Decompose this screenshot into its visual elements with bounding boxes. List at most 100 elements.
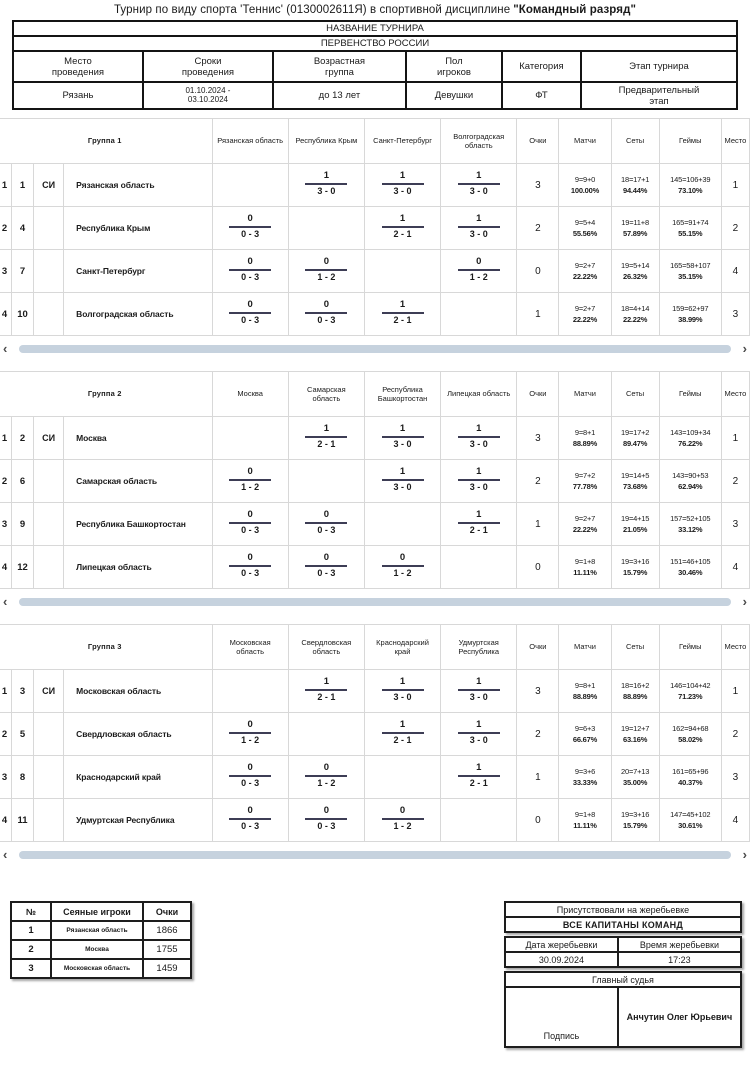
bottom-section: № Сеяные игроки Очки 1 Рязанская область… (0, 901, 750, 1051)
match-win-flag: 0 (305, 509, 348, 525)
opponent-column-header: Рязанская область (211, 118, 289, 164)
match-score: 1 - 2 (241, 482, 260, 493)
scrollbar-thumb[interactable] (19, 598, 731, 606)
scroll-left-icon[interactable]: ‹ (3, 341, 8, 356)
points-value: 3 (516, 163, 560, 207)
judge-title: Главный судья (504, 971, 742, 988)
match-win-flag: 1 (381, 676, 424, 692)
stat-percent: 100.00% (570, 186, 600, 195)
match-score: 0 - 3 (241, 778, 260, 789)
scrollbar-thumb[interactable] (19, 345, 731, 353)
sets-stat: 19=4+15 21.05% (610, 502, 660, 546)
games-stat: 161=65+96 40.37% (658, 755, 722, 799)
match-score: 1 - 2 (317, 778, 336, 789)
match-score: 0 - 3 (241, 315, 260, 326)
team-name: Москва (63, 416, 213, 460)
scrollbar-track[interactable] (19, 598, 731, 606)
matches-stat: 9=2+7 22.22% (558, 249, 612, 293)
match-cell (287, 459, 365, 503)
match-score: 2 - 1 (317, 439, 336, 450)
scroll-right-icon[interactable]: › (742, 847, 747, 862)
horizontal-scrollbar[interactable]: ‹ › (3, 594, 747, 609)
place-value: 3 (720, 755, 750, 799)
points-value: 3 (516, 416, 560, 460)
chief-judge-table: Главный судья Подпись Анчутин Олег Юрьев… (504, 971, 743, 1048)
match-score: 0 - 3 (317, 568, 336, 579)
seed-points: 1866 (142, 920, 192, 941)
stat-detail: 9=5+4 (574, 218, 596, 227)
stat-detail: 159=62+97 (672, 304, 709, 313)
horizontal-scrollbar[interactable]: ‹ › (3, 847, 747, 862)
stat-detail: 146=104+42 (670, 681, 711, 690)
scrollbar-track[interactable] (19, 851, 731, 859)
team-name: Удмуртская Республика (63, 798, 213, 842)
scroll-left-icon[interactable]: ‹ (3, 847, 8, 862)
games-stat: 157=52+105 33.12% (658, 502, 722, 546)
match-score: 0 - 3 (241, 272, 260, 283)
stat-detail: 9=2+7 (574, 261, 596, 270)
scroll-right-icon[interactable]: › (742, 594, 747, 609)
stat-percent: 33.12% (678, 525, 703, 534)
stat-percent: 33.33% (572, 778, 598, 787)
opponent-column-header: Удмуртская Республика (440, 624, 518, 670)
games-stat: 162=94+68 58.02% (658, 712, 722, 756)
opponent-column-header: Республика Крым (287, 118, 365, 164)
stat-detail: 157=52+105 (670, 514, 711, 523)
scrollbar-track[interactable] (19, 345, 731, 353)
seed-rank: 1 (10, 920, 52, 941)
stat-detail: 19=3+16 (621, 810, 650, 819)
stat-detail: 143=109+34 (670, 428, 711, 437)
match-score: 2 - 1 (393, 229, 412, 240)
points-value: 3 (516, 669, 560, 713)
match-score: 2 - 1 (393, 315, 412, 326)
match-cell (363, 755, 442, 799)
value-stage: Предварительный этап (579, 81, 739, 110)
stat-detail: 19=3+16 (621, 557, 650, 566)
scrollbar-thumb[interactable] (19, 851, 731, 859)
seeded-marker (33, 755, 65, 799)
stat-detail: 19=17+2 (621, 428, 650, 437)
match-win-flag: 1 (457, 170, 500, 186)
match-cell (440, 292, 518, 336)
matches-stat: 9=2+7 22.22% (558, 502, 612, 546)
opponent-column-header: Республика Башкортостан (363, 371, 442, 417)
stat-percent: 88.89% (572, 439, 598, 448)
col-header-stage: Этап турнира (579, 50, 739, 83)
document-title-text: Турнир по виду спорта 'Теннис' (01300026… (113, 4, 511, 16)
scroll-right-icon[interactable]: › (742, 341, 747, 356)
seeded-marker: СИ (33, 416, 65, 460)
seeded-players-table: № Сеяные игроки Очки 1 Рязанская область… (10, 901, 192, 979)
seed-number: 6 (11, 459, 35, 503)
stat-percent: 30.61% (678, 821, 703, 830)
horizontal-scrollbar[interactable]: ‹ › (3, 341, 747, 356)
match-score: 3 - 0 (393, 439, 412, 450)
stat-percent: 66.67% (572, 735, 598, 744)
value-dates: 01.10.2024 - 03.10.2024 (141, 81, 274, 110)
seeded-player-row: 1 Рязанская область 1866 (10, 920, 192, 941)
group-block-2: Группа 2 Москва Самарская область Республи… (0, 371, 750, 608)
stat-detail: 147=45+102 (670, 810, 711, 819)
group-block-3: Группа 3 Московская область Свердловская … (0, 624, 750, 861)
signature-cell: Подпись (504, 986, 619, 1048)
scroll-left-icon[interactable]: ‹ (3, 594, 8, 609)
stat-detail: 19=4+15 (621, 514, 650, 523)
match-win-flag: 0 (305, 299, 348, 315)
stat-percent: 55.15% (678, 229, 703, 238)
row-number: 2 (0, 712, 13, 756)
col-header-matches: Матчи (558, 371, 612, 417)
seeded-marker: СИ (33, 669, 65, 713)
col-header-sets: Сеты (610, 371, 660, 417)
